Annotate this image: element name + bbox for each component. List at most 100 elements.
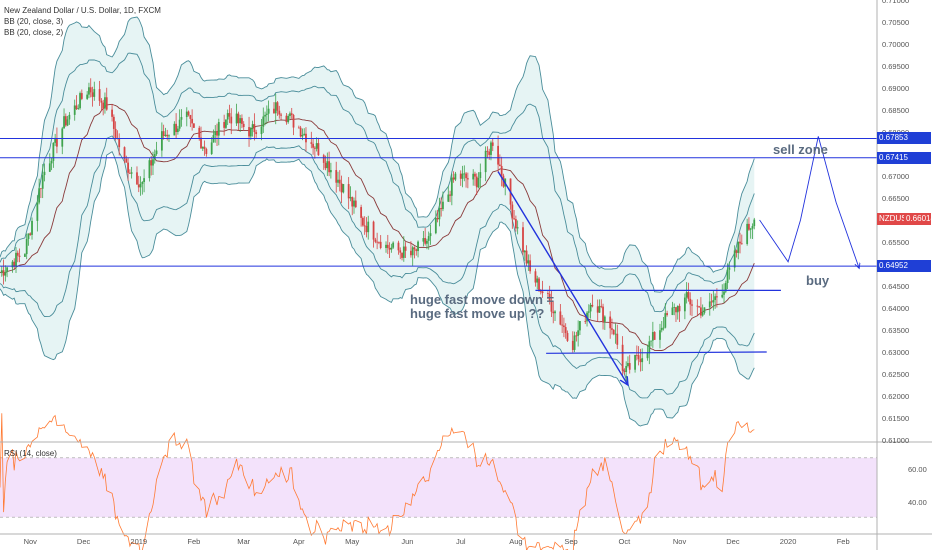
candle-body [31, 220, 33, 235]
candle-body [514, 219, 517, 229]
candle-body [584, 321, 587, 322]
candle-body [523, 250, 526, 253]
candle-body [404, 246, 407, 251]
candle-body [102, 102, 105, 109]
candle-body [415, 249, 418, 252]
candle-body [474, 173, 476, 177]
x-tick-label: Mar [237, 537, 251, 546]
candle-body [525, 250, 528, 264]
candle-body [237, 113, 240, 124]
rsi-label: RSI (14, close) [4, 449, 57, 458]
rsi-legend: RSI (14, close) [4, 448, 57, 459]
candle-body [500, 165, 503, 176]
candle-body [740, 243, 743, 245]
candle-body [91, 92, 94, 97]
y-tick-label: 0.64000 [882, 303, 910, 313]
candle-body [516, 227, 519, 229]
candle-body [653, 332, 656, 340]
candle-body [162, 131, 165, 136]
candle-body [66, 119, 69, 126]
bb-indicator-2: BB (20, close, 2) [4, 28, 64, 37]
candle-body [297, 127, 300, 129]
x-tick-label: Feb [836, 537, 850, 546]
candle-body [235, 113, 238, 124]
candle-body [273, 108, 275, 114]
candle-body [564, 327, 567, 334]
candle-body [342, 184, 345, 193]
candle-body [602, 306, 604, 322]
candle-body [603, 316, 606, 322]
candle-body [280, 114, 282, 116]
candle-body [329, 170, 332, 173]
candle-body [609, 316, 612, 329]
candle-body [527, 260, 530, 264]
candle-body [548, 293, 551, 302]
candle-body [683, 297, 686, 312]
candle-body [292, 114, 295, 128]
candle-body [440, 208, 443, 210]
x-tick-label: Nov [23, 537, 37, 546]
candle-body [577, 330, 580, 336]
candle-body [114, 128, 117, 139]
candle-body [554, 311, 556, 314]
candle-body [29, 233, 32, 235]
candle-body [255, 132, 258, 135]
candle-body [310, 142, 313, 144]
candle-body [651, 332, 654, 341]
candle-body [52, 142, 55, 161]
candle-body [198, 127, 201, 138]
candle-body [123, 147, 126, 159]
candle-body [475, 176, 478, 188]
candle-body [534, 271, 537, 283]
band-l3 [0, 151, 755, 427]
candle-body [54, 137, 57, 143]
price-tag: 0.67415 [877, 151, 931, 164]
candle-body [100, 100, 103, 103]
candle-body [313, 147, 316, 149]
candle-body [312, 143, 314, 148]
candle-body [401, 252, 403, 258]
candle-body [50, 160, 53, 164]
candle-body [93, 89, 96, 97]
rsi-tick-40: 40.00 [908, 498, 927, 507]
candle-body [11, 261, 14, 268]
candle-body [723, 291, 725, 295]
candle-body [98, 89, 101, 101]
x-tick-label: Nov [672, 537, 687, 546]
x-tick-label: Jul [455, 537, 466, 546]
y-tick-label: 0.71000 [882, 0, 910, 5]
candle-body [0, 270, 3, 273]
candle-body [253, 124, 256, 133]
candle-body [513, 218, 516, 220]
candle-body [659, 330, 661, 340]
price-tag: 0.64952 [877, 260, 931, 273]
candle-body [73, 105, 76, 115]
candle-body [338, 179, 341, 184]
candle-body [4, 272, 7, 276]
candle-body [262, 116, 265, 127]
candle-body [40, 188, 42, 190]
y-tick-label: 0.69500 [882, 61, 910, 71]
candle-body [429, 233, 432, 237]
candle-body [230, 116, 233, 124]
candle-body [112, 116, 115, 129]
rsi-tick-60: 60.00 [908, 465, 927, 474]
candle-body [155, 150, 158, 155]
candle-body [598, 305, 601, 313]
candle-body [80, 93, 83, 99]
y-tick-label: 0.63500 [882, 325, 910, 335]
y-tick-label: 0.64500 [882, 281, 910, 291]
candle-body [210, 142, 213, 154]
y-tick-label: 0.70000 [882, 39, 910, 49]
candle-body [105, 97, 108, 110]
candle-body [64, 116, 67, 126]
candle-body [637, 355, 640, 360]
candle-body [353, 200, 355, 207]
candle-body [422, 238, 425, 242]
candle-body [675, 307, 677, 313]
y-tick-label: 0.66500 [882, 193, 910, 203]
candle-body [260, 126, 263, 135]
candle-body [673, 307, 676, 309]
